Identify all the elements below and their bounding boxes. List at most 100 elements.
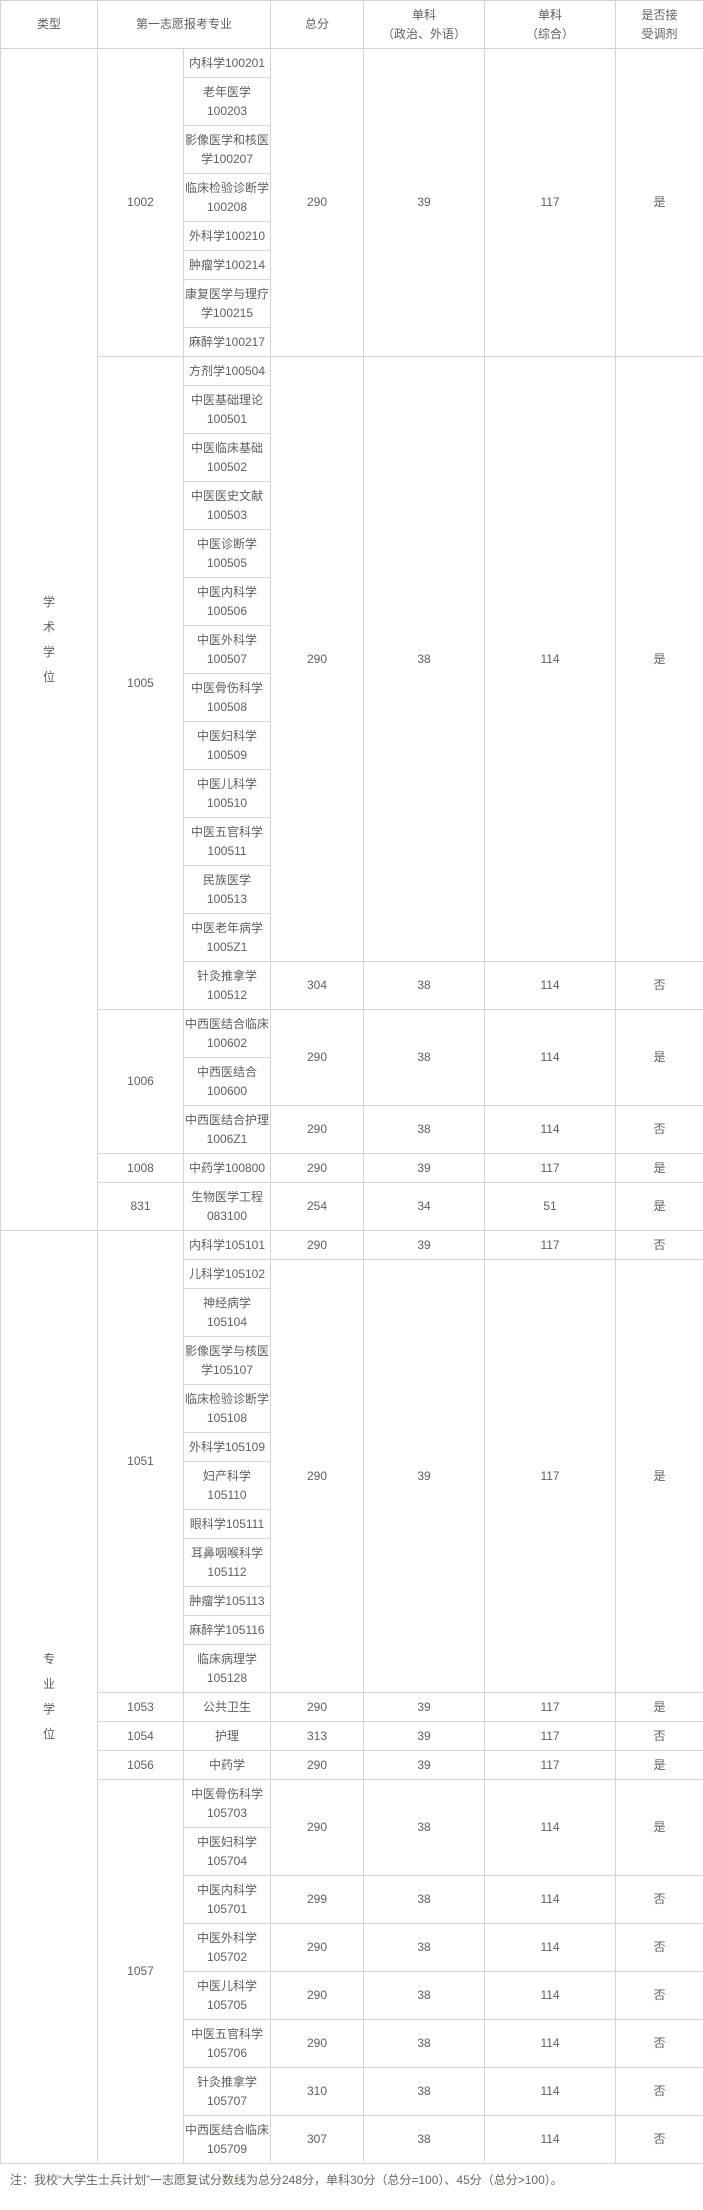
single-subject-politics-foreign-cell: 39 — [363, 1750, 486, 1780]
specialty-cell: 中西医结合临床 105709 — [182, 2115, 272, 2164]
table-row: 中医内科学 100506 — [1, 577, 703, 626]
table-row: 中医五官科学 100511 — [1, 817, 703, 866]
specialty-cell: 中医五官科学 105706 — [182, 2019, 272, 2068]
specialty-cell: 中药学 — [182, 1750, 272, 1780]
single-subject-comprehensive-cell: 114 — [484, 2067, 617, 2116]
table-row: 民族医学 100513 — [1, 865, 703, 914]
total-score-cell: 290 — [270, 2019, 365, 2068]
single-subject-politics-foreign-cell: 38 — [363, 1105, 486, 1154]
major-code-cell: 1056 — [97, 1750, 184, 1780]
accept-adjustment-cell: 是 — [615, 1692, 703, 1722]
single-subject-politics-foreign-cell: 39 — [363, 1230, 486, 1260]
accept-adjustment-cell: 否 — [615, 1230, 703, 1260]
specialty-cell: 中医妇科学 100509 — [182, 721, 272, 770]
major-code-cell: 1053 — [97, 1692, 184, 1722]
total-score-cell: 304 — [270, 961, 365, 1010]
specialty-cell: 中医基础理论 100501 — [182, 385, 272, 434]
specialty-cell: 民族医学 100513 — [182, 865, 272, 914]
table-row: 妇产科学 105110 — [1, 1461, 703, 1510]
accept-adjustment-cell: 否 — [615, 1923, 703, 1972]
total-score-cell: 290 — [270, 1692, 365, 1722]
table-row: 1005 方剂学100504 290 38 114 是 — [1, 356, 703, 1010]
table-row: 学 术 学 位 1002 内科学100201 290 39 117 是 — [0, 48, 703, 1231]
specialty-cell: 中医医史文献 100503 — [182, 481, 272, 530]
single-subject-comprehensive-cell: 114 — [484, 1779, 617, 1876]
specialty-cell: 影像医学与核医 学105107 — [182, 1336, 272, 1385]
specialty-cell: 生物医学工程 083100 — [182, 1182, 272, 1231]
specialty-cell: 针灸推拿学 105707 — [182, 2067, 272, 2116]
single-subject-comprehensive-cell: 114 — [484, 356, 617, 962]
single-subject-comprehensive-cell: 114 — [484, 961, 617, 1010]
single-subject-politics-foreign-cell: 38 — [363, 1971, 486, 2020]
table-row: 1006 中西医结合临床 100602 290 38 114 是 — [1, 1009, 703, 1154]
single-subject-comprehensive-cell: 117 — [484, 1692, 617, 1722]
specialty-cell: 中医儿科学 100510 — [182, 769, 272, 818]
specialty-cell: 内科学100201 — [182, 48, 272, 78]
specialty-cell: 中医内科学 100506 — [182, 577, 272, 626]
total-score-cell: 290 — [270, 1105, 365, 1154]
accept-adjustment-cell: 是 — [615, 1182, 703, 1231]
header-accept-adjustment: 是否接 受调剂 — [615, 0, 703, 49]
single-subject-comprehensive-cell: 117 — [484, 1230, 617, 1260]
degree-type-cell: 学 术 学 位 — [0, 48, 98, 1231]
table-row: 老年医学 100203 — [1, 77, 703, 126]
table-row: 1054 护理 313 39 117 否 — [1, 1721, 703, 1751]
accept-adjustment-cell: 是 — [615, 1750, 703, 1780]
specialty-cell: 中医老年病学 1005Z1 — [182, 913, 272, 962]
single-subject-comprehensive-cell: 114 — [484, 1875, 617, 1924]
table-row: 中医儿科学 100510 — [1, 769, 703, 818]
specialty-cell: 儿科学105102 — [182, 1259, 272, 1289]
specialty-cell: 康复医学与理疗 学100215 — [182, 279, 272, 328]
table-row: 外科学100210 — [1, 221, 703, 251]
header-type: 类型 — [0, 0, 98, 49]
table-row: 临床检验诊断学 105108 — [1, 1384, 703, 1433]
total-score-cell: 254 — [270, 1182, 365, 1231]
specialty-cell: 方剂学100504 — [182, 356, 272, 386]
single-subject-comprehensive-cell: 117 — [484, 48, 617, 357]
single-subject-comprehensive-cell: 114 — [484, 1971, 617, 2020]
total-score-cell: 290 — [270, 356, 365, 962]
specialty-cell: 眼科学105111 — [182, 1509, 272, 1539]
specialty-cell: 中药学100800 — [182, 1153, 272, 1183]
single-subject-politics-foreign-cell: 39 — [363, 1153, 486, 1183]
specialty-cell: 肿瘤学105113 — [182, 1586, 272, 1616]
specialty-cell: 影像医学和核医 学100207 — [182, 125, 272, 174]
major-code-cell: 1005 — [97, 356, 184, 1010]
table-row: 专 业 学 位 1051 内科学105101 290 39 117 否 — [0, 1230, 703, 2164]
accept-adjustment-cell: 否 — [615, 2115, 703, 2164]
specialty-cell: 妇产科学 105110 — [182, 1461, 272, 1510]
accept-adjustment-cell: 是 — [615, 356, 703, 962]
major-code-cell: 1006 — [97, 1009, 184, 1154]
single-subject-comprehensive-cell: 114 — [484, 2115, 617, 2164]
total-score-cell: 290 — [270, 1153, 365, 1183]
single-subject-comprehensive-cell: 51 — [484, 1182, 617, 1231]
table-row: 麻醉学105116 — [1, 1615, 703, 1645]
accept-adjustment-cell: 否 — [615, 961, 703, 1010]
specialty-cell: 中医内科学 105701 — [182, 1875, 272, 1924]
table-row: 影像医学和核医 学100207 — [1, 125, 703, 174]
accept-adjustment-cell: 是 — [615, 1009, 703, 1106]
specialty-cell: 老年医学 100203 — [182, 77, 272, 126]
major-code-cell: 831 — [97, 1182, 184, 1231]
single-subject-comprehensive-cell: 117 — [484, 1153, 617, 1183]
accept-adjustment-cell: 是 — [615, 48, 703, 357]
table-row: 耳鼻咽喉科学 105112 — [1, 1538, 703, 1587]
specialty-cell: 中西医结合临床 100602 — [182, 1009, 272, 1058]
table-row: 临床检验诊断学 100208 — [1, 173, 703, 222]
table-row: 中西医结合护理 1006Z1 290 38 114 否 — [1, 1105, 703, 1154]
table-row: 中医外科学 100507 — [1, 625, 703, 674]
table-row: 肿瘤学105113 — [1, 1586, 703, 1616]
accept-adjustment-cell: 是 — [615, 1259, 703, 1693]
specialty-cell: 中西医结合 100600 — [182, 1057, 272, 1106]
total-score-cell: 290 — [270, 1259, 365, 1693]
specialty-cell: 中西医结合护理 1006Z1 — [182, 1105, 272, 1154]
total-score-cell: 310 — [270, 2067, 365, 2116]
single-subject-politics-foreign-cell: 38 — [363, 1875, 486, 1924]
accept-adjustment-cell: 否 — [615, 1105, 703, 1154]
table-row: 中医五官科学 105706 290 38 114 否 — [1, 2019, 703, 2068]
table-row: 1057 中医骨伤科学 105703 290 38 114 是 — [1, 1779, 703, 2164]
table-row: 外科学105109 — [1, 1432, 703, 1462]
specialty-cell: 临床检验诊断学 105108 — [182, 1384, 272, 1433]
header-single-comprehensive: 单科 （综合） — [484, 0, 617, 49]
